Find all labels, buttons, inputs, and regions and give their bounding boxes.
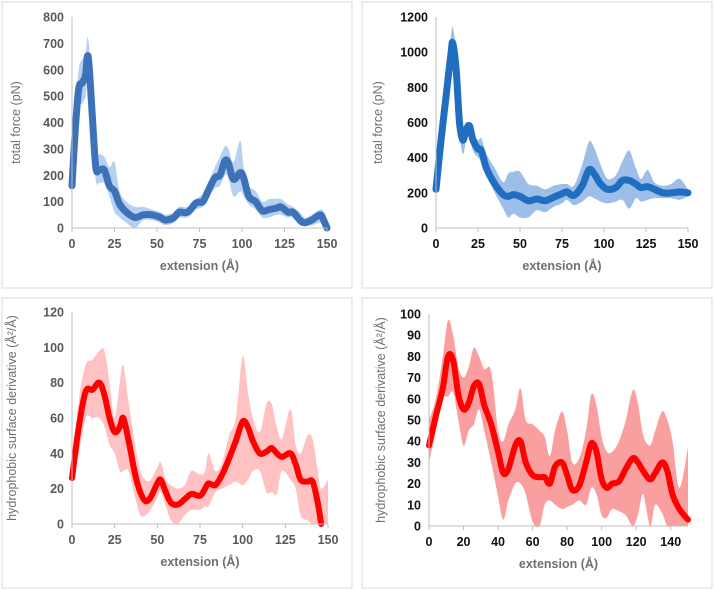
x-tick-label: 75 [193, 533, 207, 547]
y-tick-label: 1200 [400, 11, 428, 25]
y-tick-label: 200 [43, 169, 64, 183]
y-tick-label: 40 [407, 435, 421, 449]
series-line-mean [432, 38, 692, 205]
x-axis-label: extension (Å) [522, 258, 601, 273]
y-tick-label: 400 [407, 151, 428, 165]
y-tick-label: 20 [50, 482, 64, 496]
x-tick-label: 125 [274, 237, 295, 251]
x-tick-label: 0 [426, 535, 433, 549]
panel-border [1, 1, 353, 289]
y-tick-label: 600 [43, 63, 64, 77]
x-tick-label: 150 [317, 237, 338, 251]
y-tick-label: 0 [57, 222, 64, 236]
x-tick-label: 140 [660, 535, 681, 549]
x-tick-label: 75 [555, 237, 569, 251]
x-tick-label: 60 [526, 535, 540, 549]
y-tick-label: 30 [407, 456, 421, 470]
y-tick-label: 0 [414, 520, 421, 534]
y-tick-label: 80 [407, 350, 421, 364]
y-tick-label: 200 [407, 186, 428, 200]
y-tick-label: 40 [50, 447, 64, 461]
y-tick-label: 0 [421, 222, 428, 236]
y-tick-label: 70 [407, 371, 421, 385]
y-tick-label: 60 [50, 412, 64, 426]
chart-panel-3: 0 20 40 60 80 100 120 0 25 50 75 100 125 150 extension… [1, 297, 353, 589]
chart-panel-4: 0 10 20 30 40 50 60 70 80 90 100 0 20 40 60 80 100 120 140… [361, 297, 713, 589]
y-tick-label: 100 [400, 308, 421, 322]
y-tick-label: 50 [407, 414, 421, 428]
x-tick-label: 125 [275, 533, 296, 547]
x-tick-label: 150 [678, 237, 699, 251]
x-tick-label: 25 [108, 237, 122, 251]
x-tick-label: 50 [150, 237, 164, 251]
x-axis-label: extension (Å) [519, 556, 598, 571]
y-tick-label: 400 [43, 116, 64, 130]
x-axis-label: extension (Å) [160, 258, 239, 273]
x-tick-label: 120 [626, 535, 647, 549]
y-tick-label: 300 [43, 142, 64, 156]
x-tick-label: 150 [318, 533, 339, 547]
y-axis-label: hydrophobic surface derivative (Å²/Å) [4, 315, 19, 521]
y-axis-label: hydrophobic surface derivative (Å²/Å) [373, 317, 388, 523]
chart-panel-1: 0 100 200 300 400 500 600 700 800 0 25 50 75 100 125 15… [1, 1, 353, 289]
x-tick-label: 20 [457, 535, 471, 549]
x-tick-label: 100 [232, 533, 253, 547]
y-tick-label: 10 [407, 498, 421, 512]
series-line-mean [69, 379, 325, 527]
y-axis-label: total force (pN) [371, 81, 385, 164]
x-tick-label: 80 [560, 535, 574, 549]
x-tick-label: 0 [69, 237, 76, 251]
series-line-mean [426, 351, 691, 523]
y-tick-label: 700 [43, 37, 64, 51]
y-tick-label: 1000 [400, 46, 428, 60]
y-tick-label: 800 [43, 11, 64, 25]
y-tick-label: 100 [43, 195, 64, 209]
x-tick-label: 25 [471, 237, 485, 251]
y-tick-label: 800 [407, 81, 428, 95]
y-tick-label: 80 [50, 376, 64, 390]
x-tick-label: 25 [108, 533, 122, 547]
series-line-mean [68, 52, 331, 232]
y-axis-label: total force (pN) [9, 81, 23, 164]
y-tick-label: 90 [407, 329, 421, 343]
y-tick-label: 60 [407, 392, 421, 406]
x-tick-label: 125 [636, 237, 657, 251]
x-tick-label: 100 [591, 535, 612, 549]
x-axis-label: extension (Å) [160, 554, 239, 569]
x-tick-label: 40 [491, 535, 505, 549]
y-tick-label: 120 [43, 306, 64, 320]
y-tick-label: 100 [43, 341, 64, 355]
chart-panel-2: 0 200 400 600 800 1000 1200 0 25 50 75 100 125 150 ext… [361, 1, 713, 289]
error-band-1 [436, 26, 688, 219]
panel-border [361, 1, 713, 289]
y-tick-label: 20 [407, 477, 421, 491]
y-tick-label: 500 [43, 90, 64, 104]
y-tick-label: 0 [57, 518, 64, 532]
x-tick-label: 75 [193, 237, 207, 251]
x-tick-label: 50 [513, 237, 527, 251]
x-tick-label: 100 [594, 237, 615, 251]
x-tick-label: 50 [150, 533, 164, 547]
y-tick-label: 600 [407, 116, 428, 130]
x-tick-label: 100 [232, 237, 253, 251]
x-tick-label: 0 [433, 237, 440, 251]
x-tick-label: 0 [69, 533, 76, 547]
